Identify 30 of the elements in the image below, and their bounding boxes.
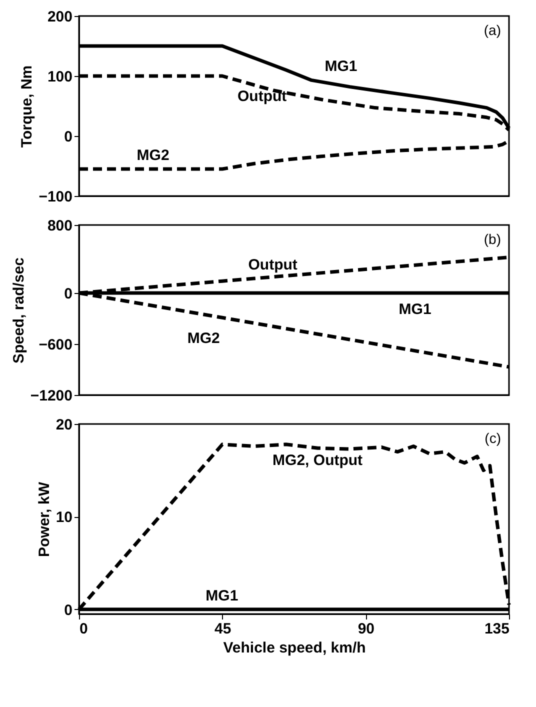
annotation: MG2 [136,147,170,164]
annotation: MG2 [187,330,220,347]
y-tick-label: 0 [64,128,72,146]
x-tick-label: 0 [80,620,88,638]
annotation: MG1 [398,301,432,318]
x-axis-title: Vehicle speed, km/h [223,640,366,656]
annotation: Output [238,88,287,105]
y-tick-label: 20 [56,416,72,434]
y-tick-label: 100 [47,68,72,86]
y-tick-label: 0 [64,602,72,619]
y-axis-title: Power, kW [36,481,53,558]
y-tick-label: −600 [38,336,72,354]
y-tick-label: −1200 [30,388,72,404]
annotation: (a) [484,22,501,38]
annotation: MG1 [324,58,358,76]
y-tick-label: 10 [56,509,72,526]
x-tick-label: 45 [214,620,232,638]
x-tick-label: 90 [358,620,375,638]
x-tick-label: 135 [484,620,510,638]
annotation: (c) [484,430,501,446]
y-axis-title: Torque, Nm [18,65,36,148]
annotation: (b) [484,231,501,247]
annotation: MG1 [206,587,238,604]
y-tick-label: 800 [47,218,72,234]
y-tick-label: 200 [47,8,72,26]
y-tick-label: −100 [38,188,72,206]
annotation: MG2, Output [272,452,363,470]
y-tick-label: 0 [64,286,72,302]
y-axis-title: Speed, rad/sec [10,258,28,364]
annotation: Output [248,256,298,274]
